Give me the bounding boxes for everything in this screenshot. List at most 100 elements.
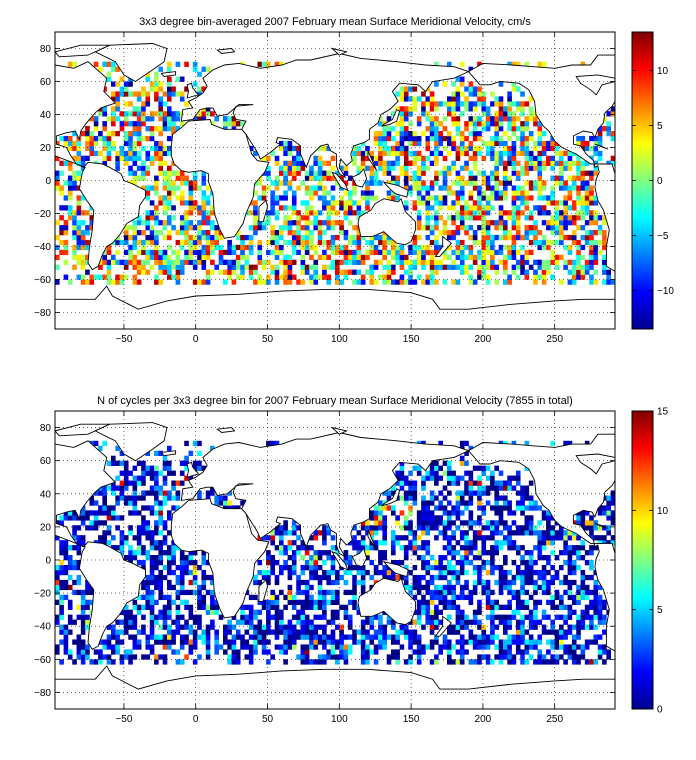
heatmap-cell bbox=[464, 485, 469, 491]
heatmap-cell bbox=[425, 619, 431, 625]
heatmap-cell bbox=[171, 259, 176, 265]
grid-lines bbox=[55, 411, 615, 709]
heatmap-cell bbox=[227, 274, 232, 280]
heatmap-cell bbox=[369, 190, 375, 196]
colorbar-tick-label: 10 bbox=[657, 506, 669, 517]
heatmap-cell bbox=[412, 259, 418, 265]
heatmap-cell bbox=[149, 155, 155, 161]
heatmap-cell bbox=[141, 175, 146, 181]
heatmap-cell bbox=[253, 264, 258, 270]
heatmap-cell bbox=[179, 76, 185, 82]
heatmap-cell bbox=[597, 594, 603, 601]
heatmap-cell bbox=[210, 594, 215, 601]
heatmap-cell bbox=[559, 604, 564, 610]
heatmap-cell bbox=[490, 530, 495, 536]
heatmap-cell bbox=[313, 155, 319, 161]
heatmap-cell bbox=[485, 520, 491, 526]
heatmap-cell bbox=[520, 525, 525, 531]
heatmap-cell bbox=[563, 614, 568, 620]
heatmap-cell bbox=[330, 264, 336, 270]
heatmap-cell bbox=[59, 594, 64, 601]
heatmap-cell bbox=[167, 190, 172, 196]
heatmap-cell bbox=[149, 540, 155, 546]
heatmap-cell bbox=[205, 495, 211, 501]
heatmap-cell bbox=[347, 634, 353, 640]
heatmap-cell bbox=[472, 480, 478, 486]
heatmap-cell bbox=[442, 170, 448, 176]
heatmap-cell bbox=[158, 259, 163, 265]
heatmap-cell bbox=[313, 220, 319, 226]
heatmap-cell bbox=[132, 465, 138, 471]
heatmap-cell bbox=[373, 279, 379, 285]
heatmap-cell bbox=[459, 185, 465, 191]
heatmap-cell bbox=[498, 249, 504, 256]
heatmap-cell bbox=[162, 195, 168, 201]
heatmap-cell bbox=[498, 510, 504, 516]
heatmap-cell bbox=[421, 180, 426, 186]
heatmap-cell bbox=[149, 485, 155, 491]
heatmap-cell bbox=[158, 589, 163, 596]
heatmap-cell bbox=[253, 639, 258, 645]
heatmap-cell bbox=[360, 254, 366, 260]
heatmap-cell bbox=[373, 264, 379, 270]
heatmap-cell bbox=[154, 540, 159, 546]
heatmap-cell bbox=[347, 269, 353, 275]
heatmap-cell bbox=[563, 634, 568, 640]
heatmap-cell bbox=[145, 249, 151, 256]
heatmap-cell bbox=[179, 550, 185, 556]
heatmap-cell bbox=[158, 131, 163, 137]
heatmap-cell bbox=[520, 135, 525, 142]
heatmap-cell bbox=[455, 659, 461, 665]
heatmap-cell bbox=[102, 490, 107, 496]
heatmap-cell bbox=[468, 445, 474, 452]
heatmap-cell bbox=[141, 505, 146, 511]
heatmap-cell bbox=[93, 525, 99, 531]
heatmap-cell bbox=[378, 569, 383, 576]
coastline-path bbox=[180, 432, 470, 558]
heatmap-cell bbox=[567, 160, 573, 166]
heatmap-cell bbox=[421, 111, 426, 117]
heatmap-cell bbox=[498, 564, 504, 571]
heatmap-cell bbox=[136, 106, 142, 112]
heatmap-cell bbox=[576, 634, 581, 640]
heatmap-cell bbox=[167, 550, 172, 556]
heatmap-cell bbox=[386, 259, 392, 265]
heatmap-cell bbox=[123, 555, 129, 561]
heatmap-cell bbox=[360, 589, 366, 596]
heatmap-cell bbox=[541, 131, 547, 137]
heatmap-cell bbox=[429, 495, 435, 501]
x-tick-label: 200 bbox=[475, 714, 492, 725]
heatmap-cell bbox=[167, 569, 172, 576]
heatmap-cell bbox=[76, 140, 82, 147]
heatmap-cell bbox=[167, 564, 172, 571]
heatmap-cell bbox=[507, 639, 512, 645]
heatmap-cell bbox=[162, 101, 168, 107]
heatmap-cell bbox=[412, 584, 418, 591]
heatmap-cell bbox=[145, 165, 151, 171]
heatmap-cell bbox=[511, 530, 517, 536]
heatmap-cell bbox=[136, 259, 142, 265]
heatmap-cell bbox=[93, 440, 99, 447]
heatmap-cell bbox=[313, 614, 319, 620]
heatmap-cell bbox=[115, 259, 120, 265]
coastline-path bbox=[180, 53, 470, 179]
heatmap-cell bbox=[563, 165, 568, 171]
heatmap-cell bbox=[231, 649, 237, 655]
heatmap-cell bbox=[593, 244, 599, 251]
heatmap-cell bbox=[270, 249, 275, 256]
heatmap-cell bbox=[546, 160, 551, 166]
heatmap-cell bbox=[179, 634, 185, 640]
heatmap-cell bbox=[438, 594, 443, 601]
heatmap-cell bbox=[162, 234, 168, 241]
heatmap-cell bbox=[274, 269, 280, 275]
heatmap-cell bbox=[296, 165, 301, 171]
heatmap-cell bbox=[403, 475, 409, 481]
heatmap-cell bbox=[154, 545, 159, 551]
heatmap-cell bbox=[438, 574, 443, 581]
heatmap-cell bbox=[602, 505, 607, 511]
heatmap-cell bbox=[382, 126, 387, 132]
heatmap-cell bbox=[438, 530, 443, 536]
heatmap-cell bbox=[563, 560, 568, 566]
heatmap-cell bbox=[524, 520, 530, 526]
heatmap-cell bbox=[571, 624, 577, 630]
